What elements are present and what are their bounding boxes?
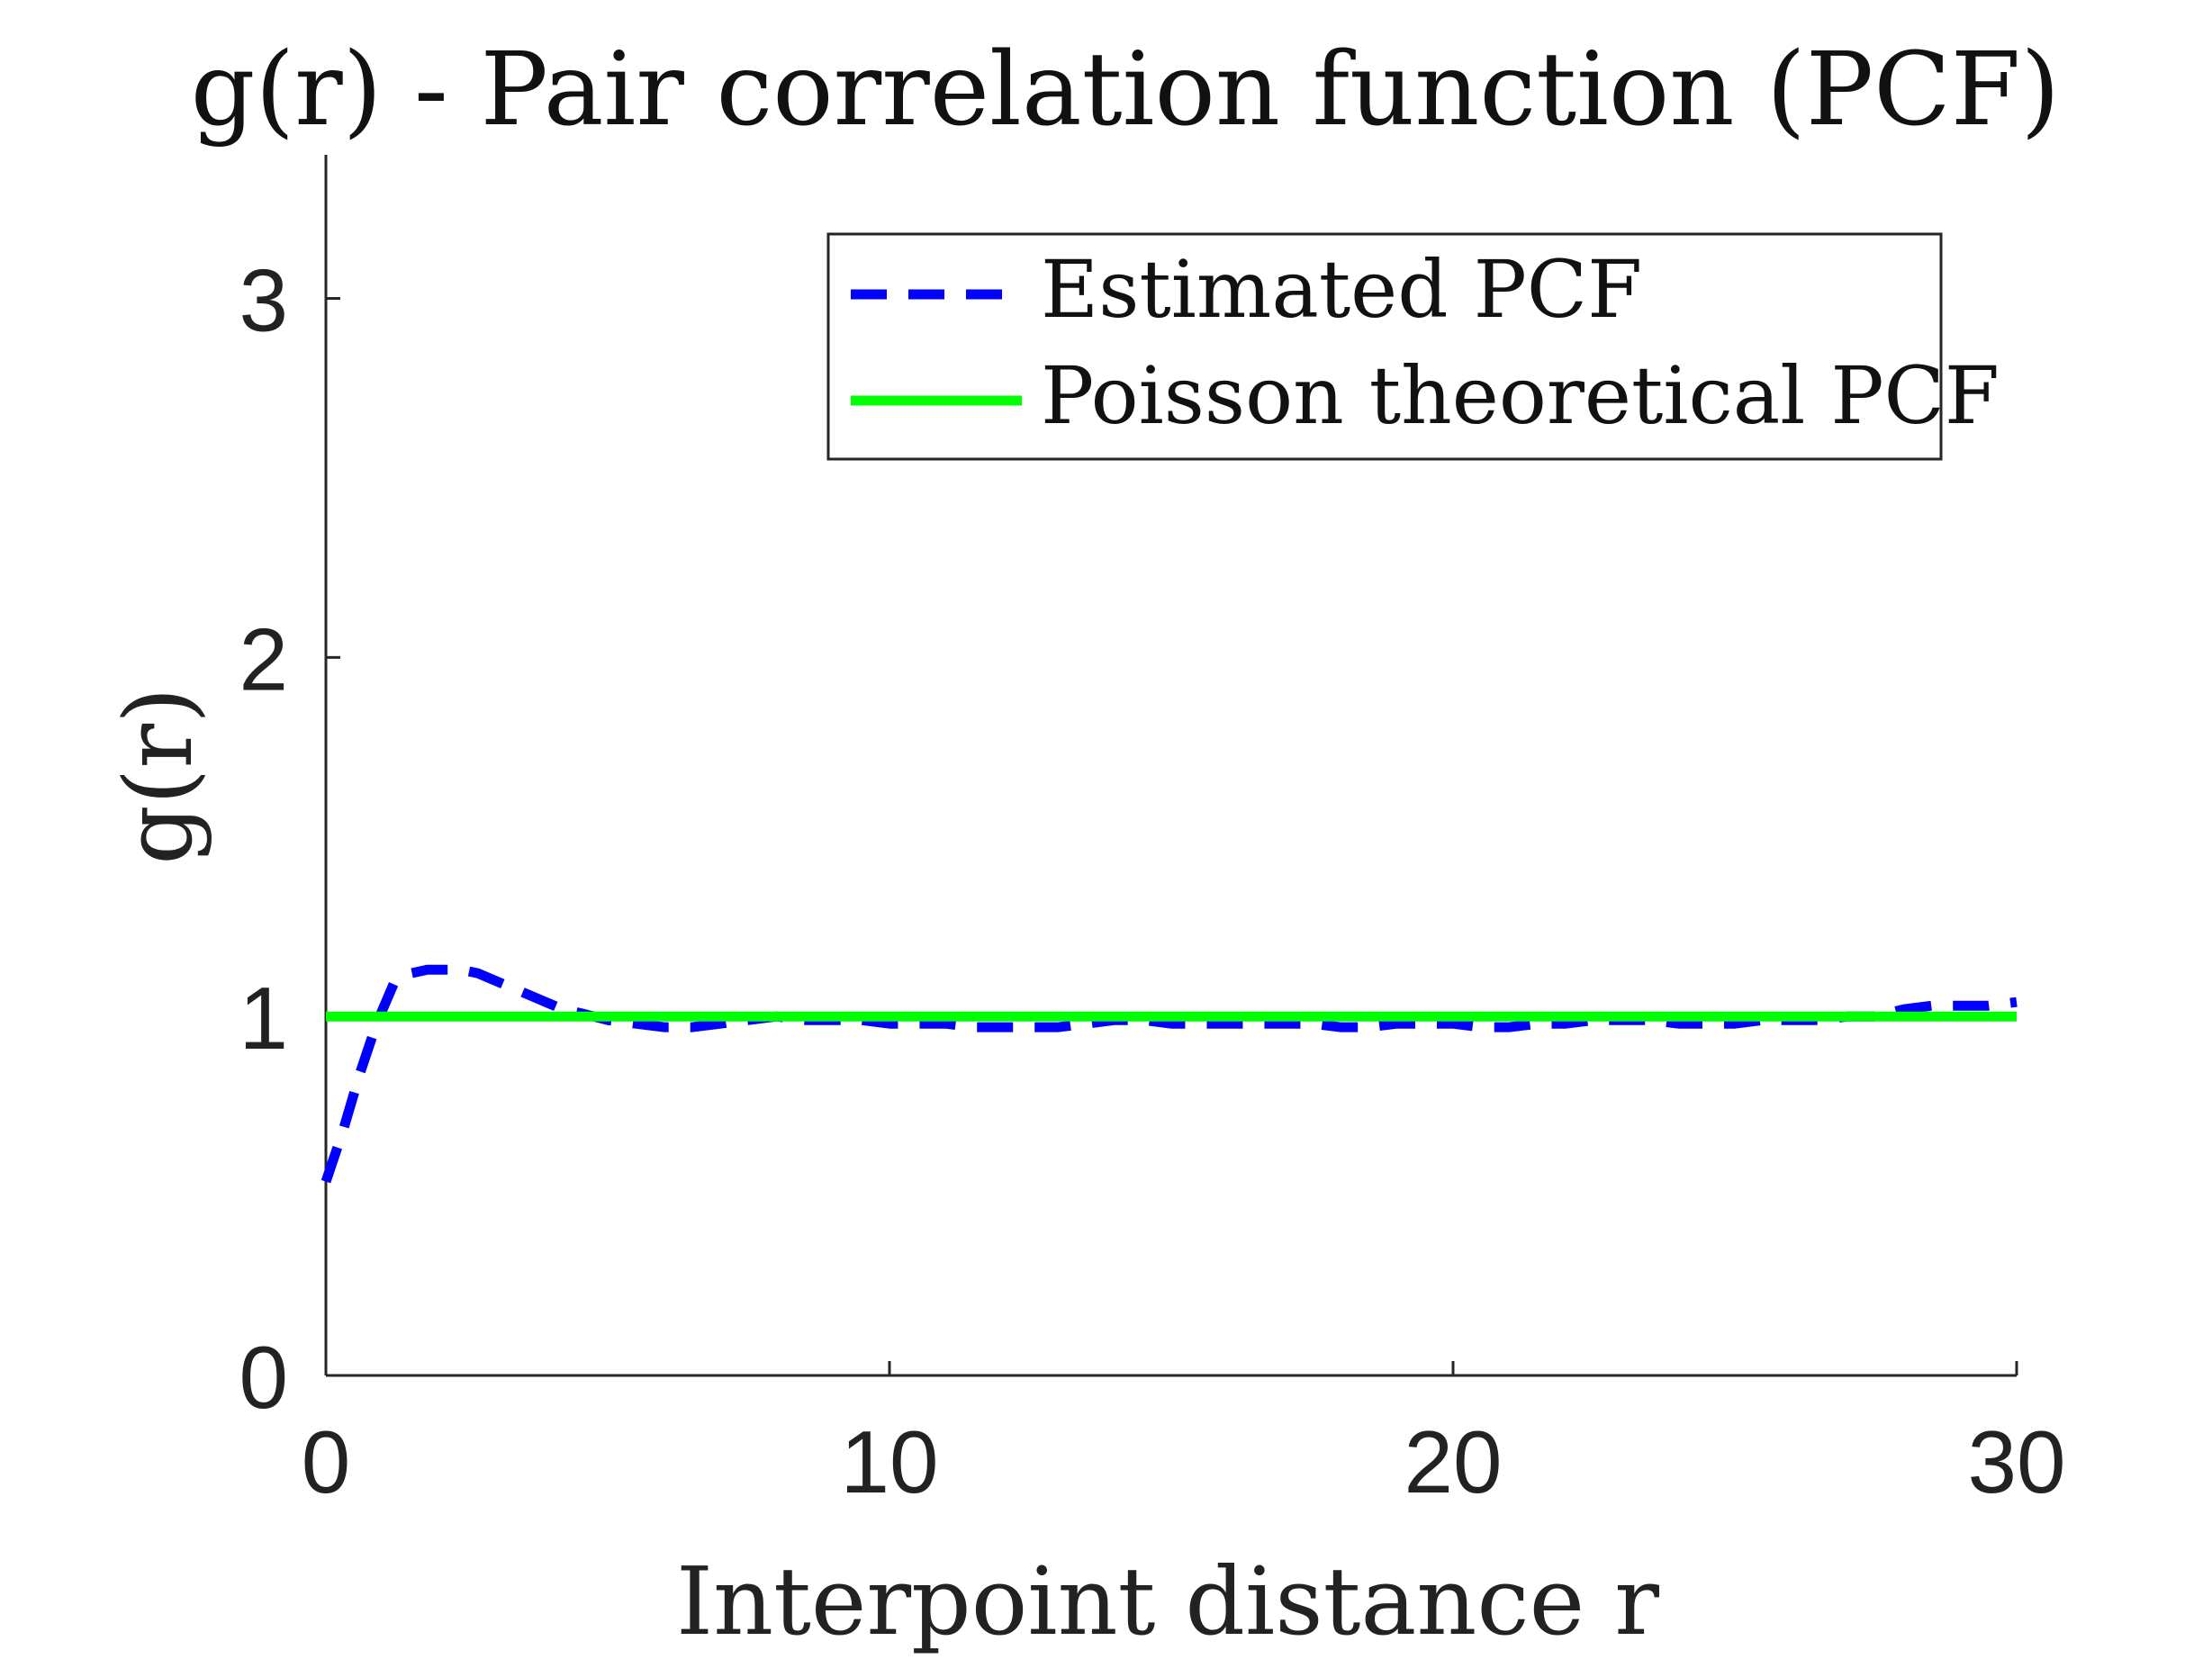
y-tick-label: 1 bbox=[239, 969, 288, 1068]
chart-title: g(r) - Pair correlation function (PCF) bbox=[191, 32, 2060, 149]
x-tick-label: 0 bbox=[302, 1412, 351, 1511]
legend: Estimated PCF Poisson theoretical PCF bbox=[826, 232, 2000, 461]
legend-label-poisson: Poisson theoretical PCF bbox=[1041, 349, 2000, 442]
y-axis-label: g(r) bbox=[104, 687, 213, 864]
plot-area: 0 10 20 30 0 1 2 3 bbox=[239, 155, 2066, 1511]
y-tick-label: 3 bbox=[239, 251, 288, 350]
x-axis-label: Interpoint distance r bbox=[676, 1546, 1659, 1656]
legend-label-estimated: Estimated PCF bbox=[1041, 243, 1642, 336]
x-tick-label: 30 bbox=[1967, 1412, 2065, 1511]
y-tick-label: 2 bbox=[239, 609, 288, 708]
x-tick-label: 20 bbox=[1404, 1412, 1502, 1511]
y-tick-label: 0 bbox=[239, 1328, 288, 1427]
x-tick-label: 10 bbox=[840, 1412, 938, 1511]
legend-box bbox=[826, 232, 1943, 461]
